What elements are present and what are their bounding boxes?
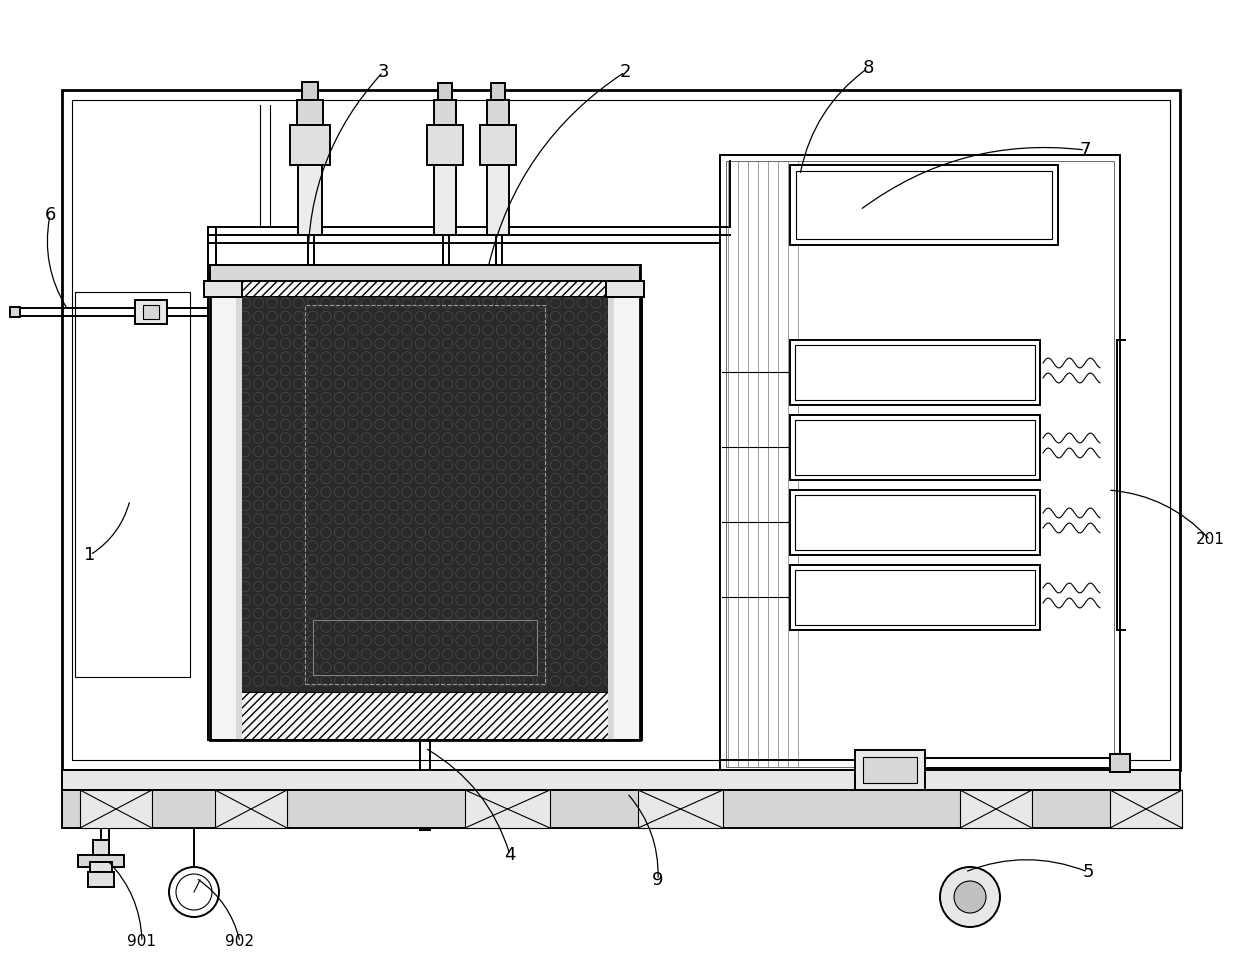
Bar — [790, 415, 1040, 480]
Bar — [305, 305, 546, 684]
Text: 901: 901 — [128, 934, 156, 950]
Bar — [88, 872, 114, 887]
Bar — [72, 100, 1171, 760]
Bar — [93, 840, 109, 862]
Bar — [1110, 754, 1130, 772]
Text: 6: 6 — [45, 206, 56, 224]
Bar — [491, 83, 505, 100]
Bar — [790, 490, 1040, 555]
Text: 8: 8 — [862, 59, 874, 77]
Text: 2: 2 — [619, 63, 631, 81]
Bar — [1110, 790, 1182, 828]
Bar — [215, 790, 286, 828]
Text: 4: 4 — [505, 846, 516, 864]
Bar — [81, 790, 153, 828]
Bar — [720, 155, 1120, 773]
Bar — [212, 297, 639, 692]
Bar — [487, 165, 508, 235]
Bar — [303, 82, 317, 100]
Bar — [725, 161, 1114, 767]
Circle shape — [176, 874, 212, 910]
Bar — [434, 165, 456, 235]
Bar — [639, 790, 723, 828]
Bar — [210, 265, 640, 740]
Bar — [856, 750, 925, 790]
Bar — [960, 790, 1032, 828]
Text: 3: 3 — [377, 63, 389, 81]
Text: 1: 1 — [84, 546, 95, 564]
Circle shape — [169, 867, 219, 917]
Bar — [62, 790, 1180, 828]
Bar — [795, 570, 1035, 625]
Bar — [62, 90, 1180, 770]
Bar — [863, 757, 918, 783]
Bar — [62, 770, 1180, 790]
Bar — [290, 125, 330, 165]
Bar — [613, 297, 642, 740]
Bar — [212, 265, 639, 297]
Bar — [480, 125, 516, 165]
Bar — [465, 790, 551, 828]
Bar — [487, 100, 508, 125]
Text: 5: 5 — [1083, 863, 1094, 881]
Bar — [438, 83, 453, 100]
Bar — [91, 862, 112, 872]
Bar — [10, 307, 20, 317]
Bar — [298, 100, 322, 125]
Bar — [210, 265, 640, 740]
Bar — [434, 100, 456, 125]
Bar — [608, 297, 614, 740]
Bar — [427, 125, 463, 165]
Bar — [208, 297, 238, 740]
Bar — [135, 300, 167, 324]
Bar — [795, 420, 1035, 475]
Circle shape — [940, 867, 999, 927]
Bar — [298, 165, 322, 235]
Bar — [312, 620, 537, 675]
Bar — [74, 292, 190, 677]
Bar — [795, 345, 1035, 400]
Bar — [236, 297, 242, 740]
Text: 201: 201 — [1195, 533, 1224, 547]
Bar — [606, 281, 644, 297]
Text: 7: 7 — [1079, 141, 1091, 159]
Circle shape — [954, 881, 986, 913]
Text: 902: 902 — [226, 934, 254, 950]
Bar — [790, 565, 1040, 630]
Bar — [790, 340, 1040, 405]
Bar — [795, 495, 1035, 550]
Bar — [796, 171, 1052, 239]
Bar — [790, 165, 1058, 245]
Text: 9: 9 — [652, 871, 663, 889]
Bar — [143, 305, 159, 319]
Bar — [210, 265, 640, 281]
Bar — [212, 692, 639, 740]
Bar — [78, 855, 124, 867]
Bar — [205, 281, 242, 297]
